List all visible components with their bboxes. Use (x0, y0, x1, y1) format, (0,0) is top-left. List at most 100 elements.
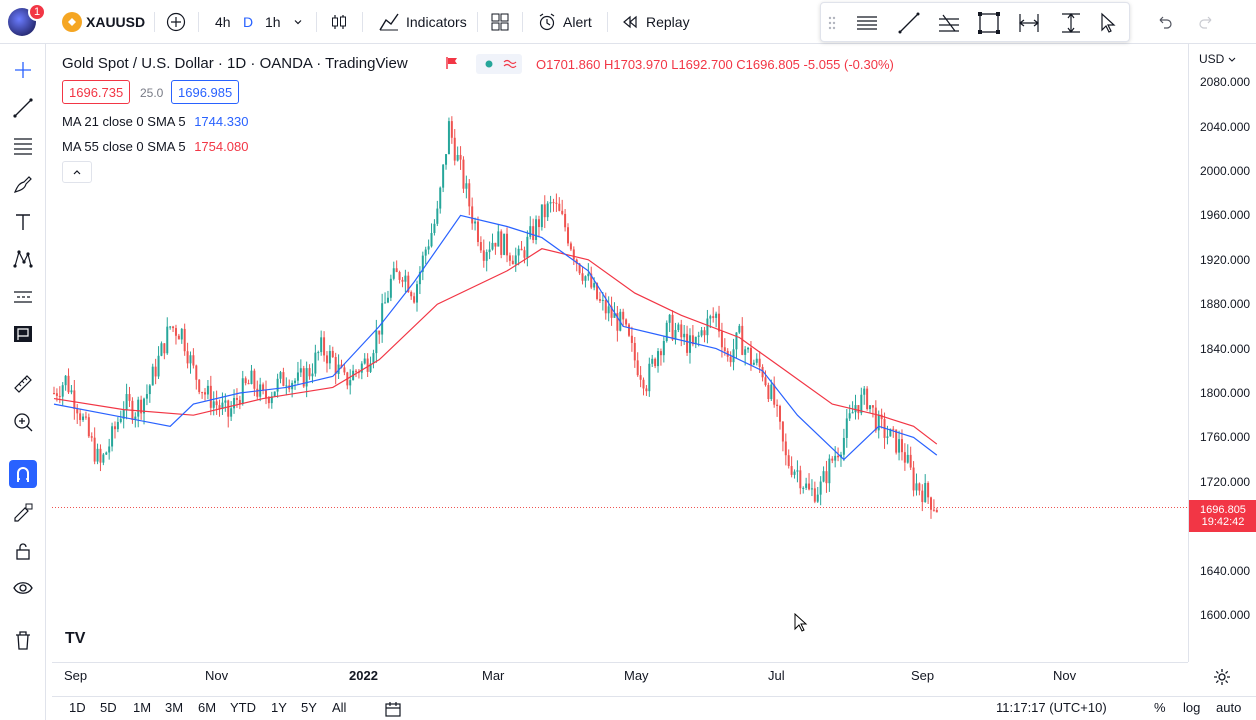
range-6m[interactable]: 6M (198, 700, 217, 715)
candle-body (116, 421, 119, 430)
candle-body (325, 355, 328, 364)
tradingview-logo[interactable]: TV (64, 626, 92, 655)
candle-body (764, 377, 767, 386)
candle-body (137, 399, 140, 417)
candle-body (372, 353, 375, 364)
candle-body (90, 436, 93, 438)
market-status[interactable] (476, 54, 522, 74)
candle-body (816, 494, 819, 502)
redo-icon[interactable] (1196, 12, 1216, 32)
range-ytd[interactable]: YTD (230, 700, 256, 715)
candle-body (906, 454, 909, 463)
candle-body (192, 355, 195, 366)
candle-body (688, 335, 691, 353)
horizontal-lines-icon[interactable] (855, 11, 879, 35)
trend-line-icon[interactable] (897, 11, 921, 35)
candle-body (119, 418, 122, 422)
range-1y[interactable]: 1Y (271, 700, 287, 715)
ma21-legend[interactable]: MA 21 close 0 SMA 5 1744.330 (62, 114, 248, 129)
clock-timezone[interactable]: 11:17:17 (UTC+10) (996, 700, 1107, 715)
stay-in-drawing-mode[interactable] (9, 498, 37, 526)
indicators-button[interactable]: Indicators (378, 7, 467, 37)
candle-body (686, 333, 689, 353)
range-1d[interactable]: 1D (69, 700, 86, 715)
chart-title[interactable]: Gold Spot / U.S. Dollar · 1D · OANDA · T… (62, 55, 408, 72)
prediction-tool[interactable] (9, 283, 37, 311)
interval-4h[interactable]: 4h (215, 14, 231, 30)
chart-pane[interactable] (52, 44, 1188, 662)
candle-body (787, 455, 790, 467)
ma55-legend[interactable]: MA 55 close 0 SMA 5 1754.080 (62, 139, 248, 154)
measure-tool[interactable] (9, 370, 37, 398)
mouse-cursor-icon (794, 613, 808, 632)
candle-body (79, 413, 82, 421)
interval-d[interactable]: D (243, 14, 254, 30)
rectangle-icon[interactable] (977, 11, 1001, 35)
pattern-tool[interactable] (9, 245, 37, 273)
undo-icon[interactable] (1155, 12, 1175, 32)
buy-price-button[interactable]: 1696.985 (171, 80, 240, 104)
price-chart[interactable] (52, 44, 1188, 662)
chart-type-button[interactable] (329, 7, 349, 37)
candle-body (636, 360, 639, 376)
range-3m[interactable]: 3M (165, 700, 184, 715)
icons-tool[interactable] (9, 320, 37, 348)
range-5y[interactable]: 5Y (301, 700, 317, 715)
drag-handle-icon[interactable] (827, 15, 837, 31)
range-1m[interactable]: 1M (133, 700, 152, 715)
candle-body (555, 202, 558, 204)
layouts-button[interactable] (490, 7, 510, 37)
flag-icon[interactable] (445, 56, 459, 70)
crosshair-icon (15, 62, 31, 78)
candle-body (314, 352, 317, 374)
crosshair-tool[interactable] (9, 56, 37, 84)
price-range-icon[interactable] (1059, 11, 1083, 35)
candle-body (302, 368, 305, 387)
chart-settings-button[interactable] (1212, 667, 1232, 692)
candle-body (549, 202, 552, 204)
candle-body (694, 336, 697, 345)
brush-tool[interactable] (9, 170, 37, 198)
alert-button[interactable]: Alert (537, 7, 592, 37)
candle-body (343, 367, 346, 373)
candle-body (761, 366, 764, 378)
log-toggle[interactable]: log (1183, 700, 1201, 715)
candle-body (567, 227, 570, 244)
date-range-icon[interactable] (1017, 11, 1041, 35)
zoom-tool[interactable] (9, 408, 37, 436)
fib-tool[interactable] (9, 132, 37, 160)
range-all[interactable]: All (332, 700, 347, 715)
replay-button[interactable]: Replay (620, 7, 690, 37)
auto-toggle[interactable]: auto (1216, 700, 1242, 715)
percent-toggle[interactable]: % (1154, 700, 1166, 715)
remove-drawings-button[interactable] (9, 626, 37, 654)
collapse-legend-button[interactable] (62, 161, 92, 183)
candle-body (418, 271, 421, 285)
candle-body (898, 439, 901, 453)
range-5d[interactable]: 5D (100, 700, 117, 715)
parallel-channel-icon[interactable] (937, 11, 961, 35)
time-axis[interactable]: Sep Nov 2022 Mar May Jul Sep Nov (52, 662, 1188, 688)
currency-selector[interactable]: USD (1199, 52, 1237, 66)
candle-body (160, 343, 163, 356)
compare-button[interactable] (166, 7, 186, 37)
candle-body (224, 400, 227, 403)
symbol-search[interactable]: XAUUSD (86, 14, 146, 30)
candle-body (238, 399, 241, 404)
cursor-icon[interactable] (1097, 11, 1121, 35)
text-tool[interactable] (9, 208, 37, 236)
line-tool[interactable] (9, 94, 37, 122)
date-range-icon[interactable] (384, 700, 402, 718)
ma55-line[interactable] (53, 248, 938, 445)
top-toolbar: 1 XAUUSD 4h D 1h Indicators Alert Replay (0, 0, 1256, 44)
hide-drawings-button[interactable] (9, 574, 37, 602)
magnet-mode-button[interactable] (9, 460, 37, 488)
ma21-line[interactable] (53, 214, 938, 461)
interval-dropdown[interactable] (292, 7, 304, 37)
candle-body (845, 418, 848, 438)
sell-price-button[interactable]: 1696.735 (62, 80, 131, 104)
candle-body (851, 412, 854, 414)
lock-drawings-button[interactable] (9, 537, 37, 565)
price-axis[interactable]: USD 2080.000 2040.000 2000.000 1960.000 1920… (1188, 44, 1256, 662)
interval-1h[interactable]: 1h (265, 14, 281, 30)
